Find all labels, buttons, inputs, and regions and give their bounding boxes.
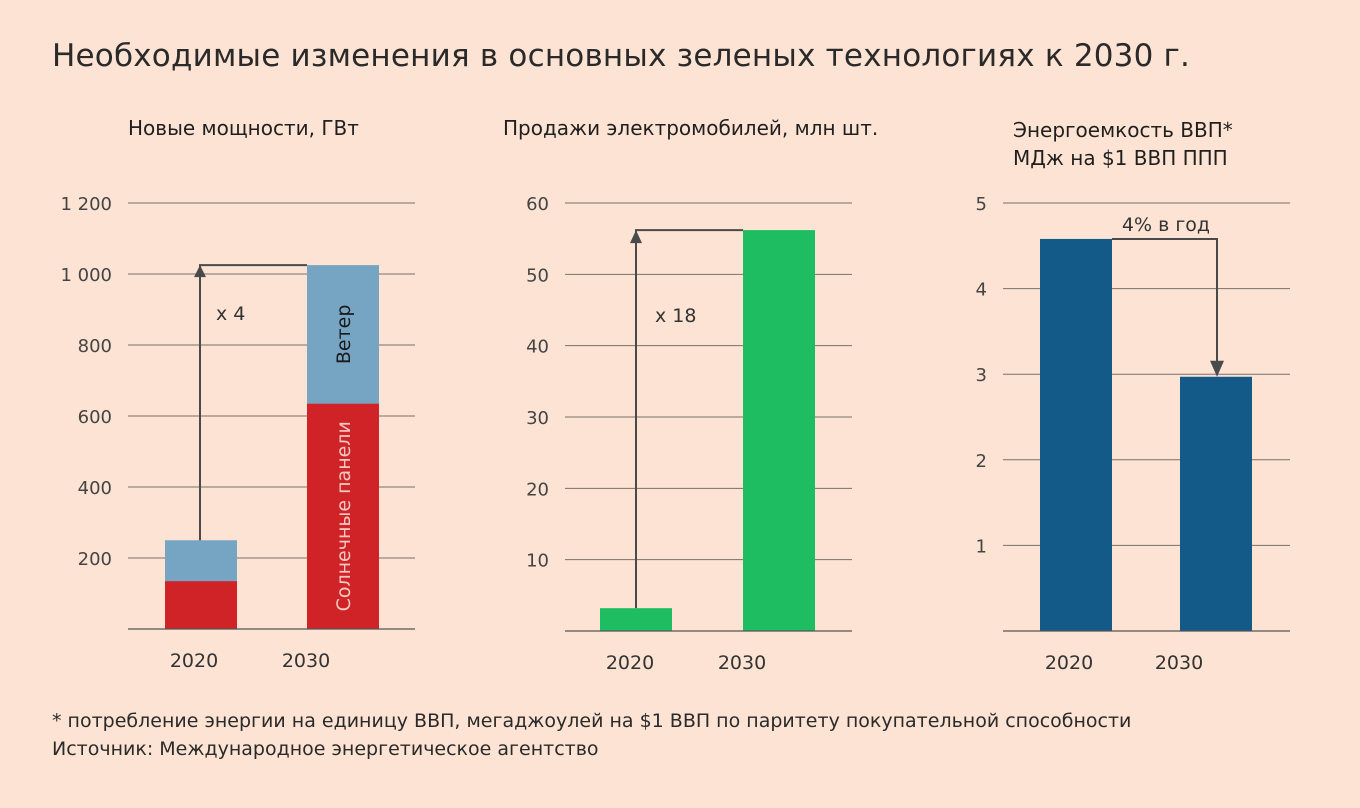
growth-arrowhead	[194, 265, 206, 278]
x-tick-label: 2030	[1155, 652, 1203, 674]
x-tick-label: 2020	[170, 650, 218, 672]
y-tick-label: 5	[976, 194, 987, 215]
y-tick-label: 1	[976, 536, 987, 557]
annotation-x4: x 4	[216, 303, 245, 325]
y-tick-label: 40	[526, 337, 549, 358]
y-tick-label: 10	[526, 551, 549, 572]
footnote-text: * потребление энергии на единицу ВВП, ме…	[52, 710, 1132, 732]
y-tick-label: 50	[526, 265, 549, 286]
growth-arrow-line	[635, 229, 743, 609]
y-tick-label: 20	[526, 479, 549, 500]
chart-1: Новые мощности, ГВт 200 400 600 800 1 000 1 20…	[60, 116, 415, 672]
chart-title: Новые мощности, ГВт	[128, 116, 359, 140]
bar-solar-2020	[165, 581, 237, 629]
bar-solar-2030	[307, 403, 379, 629]
x-tick-label: 2020	[1045, 652, 1093, 674]
y-tick-label: 4	[976, 280, 987, 301]
chart-title-line: Энергоемкость ВВП*	[1013, 118, 1233, 142]
x-tick-label: 2030	[282, 650, 330, 672]
y-tick-label: 3	[976, 365, 987, 386]
bar-2020	[1040, 238, 1112, 631]
decline-arrow-line	[1112, 237, 1218, 375]
annotation-x18: x 18	[655, 305, 696, 327]
series-label-solar: Солнечные панели	[333, 421, 355, 611]
series-label-wind: Ветер	[333, 305, 355, 365]
growth-arrowhead	[630, 230, 642, 244]
chart-title-line: МДж на $1 ВВП ППП	[1013, 146, 1228, 170]
y-tick-label: 800	[78, 336, 112, 357]
chart-title: Продажи электромобилей, млн шт.	[503, 116, 878, 140]
chart-2: Продажи электромобилей, млн шт.102030405…	[503, 116, 878, 674]
bar-2030	[1180, 376, 1252, 631]
bar-wind-2030	[307, 265, 379, 404]
bar-wind-2020	[165, 540, 237, 582]
x-tick-label: 2030	[718, 652, 766, 674]
y-tick-label: 200	[78, 549, 112, 570]
source-text: Источник: Международное энергетическое а…	[52, 738, 599, 760]
annotation-rate: 4% в год	[1122, 214, 1210, 236]
y-tick-label: 1 000	[60, 265, 112, 286]
bar-2030	[743, 230, 815, 631]
page-title: Необходимые изменения в основных зеленых…	[52, 38, 1191, 74]
y-tick-label: 400	[78, 478, 112, 499]
footnote-block: * потребление энергии на единицу ВВП, ме…	[52, 707, 1131, 763]
decline-arrowhead	[1210, 360, 1224, 377]
y-tick-label: 2	[976, 451, 987, 472]
y-tick-label: 30	[526, 408, 549, 429]
y-tick-label: 60	[526, 194, 549, 215]
bar-2020	[600, 608, 672, 631]
y-tick-label: 600	[78, 407, 112, 428]
y-tick-label: 1 200	[60, 194, 112, 215]
x-tick-label: 2020	[606, 652, 654, 674]
chart-3: Энергоемкость ВВП* МДж на $1 ВВП ППП 1 2 3 4 5…	[976, 118, 1290, 674]
